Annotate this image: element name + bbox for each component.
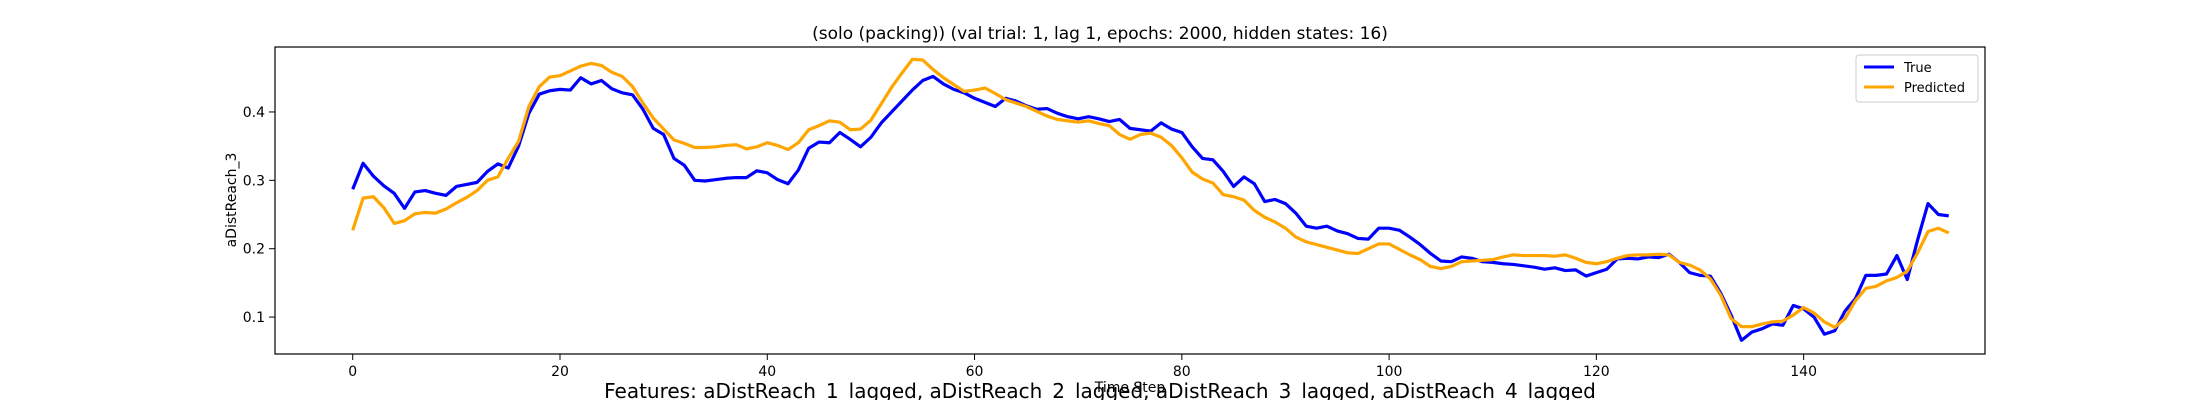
x-tick-label: 60 — [966, 364, 984, 380]
x-tick-label: 0 — [348, 364, 357, 380]
legend: True Predicted — [1855, 54, 1979, 103]
y-tick-label: 0.4 — [243, 105, 265, 121]
legend-label-true: True — [1903, 61, 1932, 76]
x-tick-label: 140 — [1790, 364, 1817, 380]
x-tick-label: 120 — [1583, 364, 1610, 380]
x-axis-label: Time Step — [1094, 380, 1166, 396]
x-tick-label: 80 — [1173, 364, 1191, 380]
chart-title: (solo (packing)) (val trial: 1, lag 1, e… — [812, 24, 1388, 44]
y-axis-label: aDistReach_3 — [224, 153, 240, 248]
x-tick-label: 100 — [1376, 364, 1403, 380]
features-caption: Features: aDistReach_1_lagged, aDistReac… — [604, 379, 1596, 400]
x-tick-label: 20 — [551, 364, 569, 380]
y-tick-label: 0.1 — [243, 310, 265, 326]
y-tick-label: 0.2 — [243, 242, 265, 258]
legend-label-predicted: Predicted — [1904, 81, 1965, 96]
plot-frame — [274, 46, 1986, 355]
y-tick-label: 0.3 — [243, 173, 265, 189]
plot-area — [274, 46, 1986, 355]
y-axis: 0.1 0.2 0.3 0.4 — [243, 105, 275, 326]
series-line-predicted — [351, 57, 1950, 329]
series-layer — [351, 57, 1950, 342]
x-tick-label: 40 — [758, 364, 776, 380]
x-axis: 0 20 40 60 80 100 120 140 — [348, 354, 1817, 380]
series-line-true — [351, 74, 1949, 342]
